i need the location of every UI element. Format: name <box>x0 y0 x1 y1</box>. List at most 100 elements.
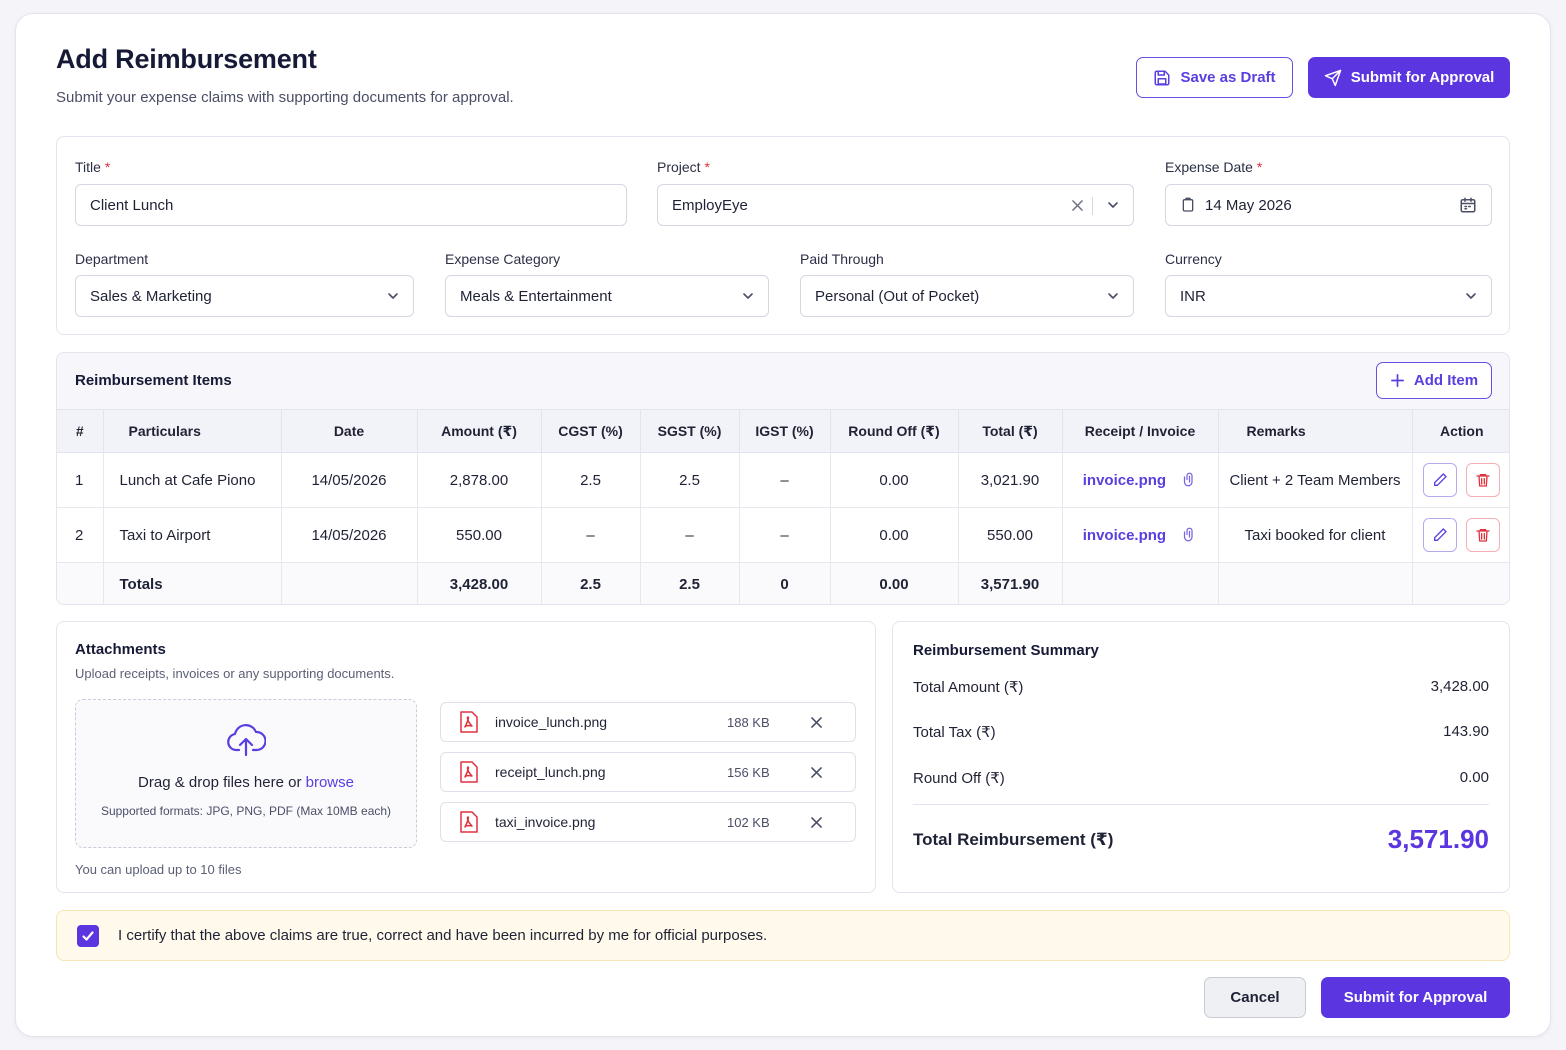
summary-label: Total Amount (₹) <box>913 679 1024 696</box>
row-remarks: Client + 2 Team Members <box>1218 452 1413 508</box>
receipt-link[interactable]: invoice.png <box>1082 471 1167 489</box>
certify-checkbox[interactable] <box>77 925 99 947</box>
summary-label: Total Tax (₹) <box>913 724 996 741</box>
row-particulars: Taxi to Airport <box>103 507 282 563</box>
table-header-row: # Particulars Date Amount (₹) CGST (%) S… <box>57 409 1509 453</box>
row-igst: – <box>739 507 831 563</box>
currency-label: Currency <box>1165 251 1222 267</box>
totals-row: Totals 3,428.00 2.5 2.5 0 0.00 3,571.90 <box>57 562 1509 604</box>
col-header: Total (₹) <box>958 409 1063 453</box>
col-header: Action <box>1412 409 1509 453</box>
submit-approval-button[interactable]: Submit for Approval <box>1321 977 1510 1018</box>
pdf-file-icon <box>460 761 478 783</box>
attachments-description: Upload receipts, invoices or any support… <box>75 666 395 681</box>
select-divider <box>1092 197 1093 215</box>
submit-approval-label: Submit for Approval <box>1343 989 1488 1006</box>
calendar-icon[interactable] <box>1459 196 1477 214</box>
cancel-button[interactable]: Cancel <box>1204 977 1306 1018</box>
certify-notice: I certify that the above claims are true… <box>56 910 1510 961</box>
items-table: # Particulars Date Amount (₹) CGST (%) S… <box>57 409 1509 604</box>
file-size: 102 KB <box>727 814 770 830</box>
totals-empty <box>1412 562 1509 604</box>
row-date: 14/05/2026 <box>281 452 418 508</box>
edit-button[interactable] <box>1423 518 1458 552</box>
col-header: # <box>57 409 104 453</box>
currency-select[interactable]: INR <box>1165 275 1492 317</box>
totals-igst: 0 <box>739 562 831 604</box>
browse-link[interactable]: browse <box>305 774 354 791</box>
totals-empty <box>281 562 418 604</box>
summary-total-reimbursement: Total Reimbursement (₹) 3,571.90 <box>913 824 1489 855</box>
col-header: Remarks <box>1218 409 1413 453</box>
title-input[interactable]: Client Lunch <box>75 184 627 226</box>
row-cgst: 2.5 <box>541 452 641 508</box>
row-particulars: Lunch at Cafe Piono <box>103 452 282 508</box>
close-icon[interactable] <box>811 766 822 778</box>
col-header: Amount (₹) <box>417 409 542 453</box>
col-header: Particulars <box>103 409 282 453</box>
save-icon <box>1154 70 1170 85</box>
submit-approval-top-label: Submit for Approval <box>1350 69 1495 86</box>
pencil-icon <box>1434 473 1447 486</box>
add-item-label: Add Item <box>1413 372 1479 389</box>
submit-approval-top-button[interactable]: Submit for Approval <box>1308 57 1510 98</box>
paid-through-label: Paid Through <box>800 251 884 267</box>
row-amount: 550.00 <box>417 507 542 563</box>
checkmark-icon <box>82 931 94 941</box>
upload-limit-note: You can upload up to 10 files <box>75 862 242 877</box>
file-item: invoice_lunch.png 188 KB <box>440 702 856 742</box>
formats-note: Supported formats: JPG, PNG, PDF (Max 10… <box>100 804 392 818</box>
paid-through-select[interactable]: Personal (Out of Pocket) <box>800 275 1134 317</box>
save-draft-button[interactable]: Save as Draft <box>1136 57 1293 98</box>
totals-amount: 3,428.00 <box>417 562 542 604</box>
close-icon[interactable] <box>811 716 822 728</box>
edit-button[interactable] <box>1423 463 1458 497</box>
row-sgst: 2.5 <box>640 452 740 508</box>
department-select[interactable]: Sales & Marketing <box>75 275 414 317</box>
pencil-icon <box>1434 528 1447 541</box>
project-value: EmployEye <box>672 196 748 214</box>
file-item: receipt_lunch.png 156 KB <box>440 752 856 792</box>
col-header: CGST (%) <box>541 409 641 453</box>
delete-button[interactable] <box>1466 463 1501 497</box>
row-date: 14/05/2026 <box>281 507 418 563</box>
trash-icon <box>1476 529 1490 542</box>
summary-value: 0.00 <box>1459 769 1489 786</box>
dropzone[interactable]: Drag & drop files here or browse Support… <box>75 699 417 848</box>
summary-label: Round Off (₹) <box>913 770 1005 787</box>
close-icon[interactable] <box>811 816 822 828</box>
file-size: 188 KB <box>727 714 770 730</box>
col-header: Round Off (₹) <box>830 409 959 453</box>
clear-icon[interactable] <box>1072 200 1083 211</box>
add-item-button[interactable]: Add Item <box>1376 362 1492 399</box>
clipboard-icon <box>1182 197 1194 212</box>
col-header: Date <box>281 409 418 453</box>
cloud-upload-icon <box>227 724 266 757</box>
row-sgst: – <box>640 507 740 563</box>
row-total: 3,021.90 <box>958 452 1063 508</box>
row-actions <box>1412 507 1509 563</box>
date-input[interactable]: 14 May 2026 <box>1165 184 1492 226</box>
page-subtitle: Submit your expense claims with supporti… <box>56 89 514 106</box>
file-list: invoice_lunch.png 188 KB receipt_lunch.p… <box>440 702 856 844</box>
details-panel: Title * Client Lunch Project * EmployEye… <box>56 136 1510 335</box>
project-select[interactable]: EmployEye <box>657 184 1134 226</box>
category-select[interactable]: Meals & Entertainment <box>445 275 769 317</box>
totals-label: Totals <box>103 562 282 604</box>
date-label: Expense Date * <box>1165 159 1263 175</box>
totals-empty <box>1062 562 1219 604</box>
summary-total-label: Total Reimbursement (₹) <box>913 829 1114 849</box>
summary-panel: Reimbursement Summary Total Amount (₹) 3… <box>892 621 1510 893</box>
summary-total-tax: Total Tax (₹) 143.90 <box>913 723 1489 741</box>
table-row: 2 Taxi to Airport 14/05/2026 550.00 – – … <box>57 507 1509 563</box>
summary-round-off: Round Off (₹) 0.00 <box>913 769 1489 787</box>
totals-empty <box>57 562 104 604</box>
summary-divider <box>913 804 1489 805</box>
receipt-link[interactable]: invoice.png <box>1082 526 1167 544</box>
row-igst: – <box>739 452 831 508</box>
certify-text: I certify that the above claims are true… <box>118 927 768 944</box>
save-draft-label: Save as Draft <box>1180 69 1276 86</box>
delete-button[interactable] <box>1466 518 1501 552</box>
category-value: Meals & Entertainment <box>460 287 612 305</box>
row-round-off: 0.00 <box>830 452 959 508</box>
